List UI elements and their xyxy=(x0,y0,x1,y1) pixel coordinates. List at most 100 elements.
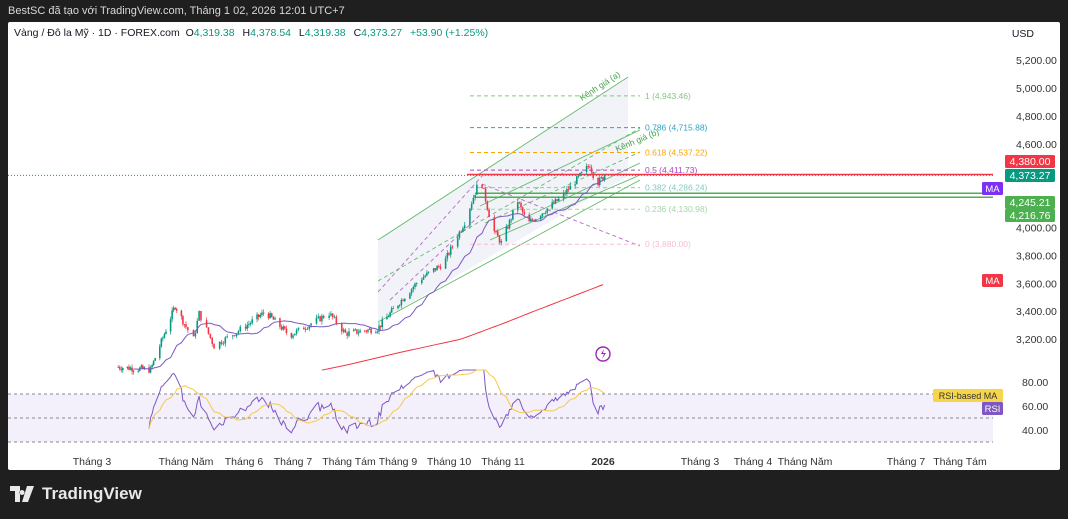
candle-body xyxy=(602,177,604,180)
candle-down xyxy=(340,322,343,335)
candle-body xyxy=(154,358,156,361)
candle-down xyxy=(270,312,273,318)
candle-down xyxy=(483,187,485,189)
candle-body xyxy=(122,368,124,371)
rsi-tick-label: 60.00 xyxy=(1022,401,1048,413)
candle-down xyxy=(207,327,210,335)
candle-body xyxy=(231,335,234,337)
candle-body xyxy=(165,331,167,335)
candle-down xyxy=(303,326,305,330)
candle-up xyxy=(544,210,547,215)
candle-up xyxy=(160,337,163,348)
candle-body xyxy=(117,367,119,368)
candle-body xyxy=(512,210,514,220)
candle-up xyxy=(516,199,519,214)
candle-up xyxy=(333,314,336,319)
candle-down xyxy=(213,343,215,349)
candle-body xyxy=(368,328,371,330)
candle-body xyxy=(603,175,606,180)
candle-body xyxy=(523,212,526,215)
candle-body xyxy=(448,252,450,255)
candle-up xyxy=(575,175,578,185)
candle-body xyxy=(294,333,296,336)
candle-down xyxy=(520,201,522,211)
candle-up xyxy=(510,218,512,224)
fib-level-label: 0.786 (4,715.88) xyxy=(645,123,708,133)
candle-up xyxy=(424,274,426,278)
candle-up xyxy=(436,264,438,271)
candle-down xyxy=(128,364,130,371)
candle-body xyxy=(496,231,499,237)
candle-body xyxy=(257,314,260,318)
candle-body xyxy=(224,337,227,344)
candle-up xyxy=(585,163,588,175)
candle-body xyxy=(319,316,321,322)
chart-caption-bar: BestSC đã tạo với TradingView.com, Tháng… xyxy=(0,0,1068,22)
candle-body xyxy=(530,219,532,222)
chart-area[interactable]: 5,200.00 5,000.00 4,800.00 4,600.00 4,000.00… xyxy=(8,22,1060,470)
candle-down xyxy=(451,245,454,250)
candle-down xyxy=(402,298,404,302)
currency-label[interactable]: USD xyxy=(1011,28,1034,40)
candle-up xyxy=(415,282,418,287)
candle-body xyxy=(438,266,440,267)
candle-up xyxy=(137,369,140,373)
candle-up xyxy=(171,307,173,323)
candle-up xyxy=(546,208,549,215)
candle-up xyxy=(566,185,568,197)
candle-body xyxy=(226,336,228,338)
symbol-name: Vàng / Đô la Mỹ · 1D · FOREX.com xyxy=(14,27,180,39)
rsi-ma-tag-bg xyxy=(933,389,1003,402)
candle-down xyxy=(518,201,521,205)
candle-body xyxy=(476,184,478,195)
candle-body xyxy=(569,185,572,190)
candle-body xyxy=(498,236,501,243)
candle-body xyxy=(410,289,413,294)
candle-up xyxy=(530,215,532,222)
candle-body xyxy=(556,199,558,201)
candle-down xyxy=(185,321,187,330)
candle-body xyxy=(597,177,599,186)
candle-body xyxy=(510,219,512,221)
candle-down xyxy=(279,317,281,330)
candle-down xyxy=(496,228,499,237)
fib-level-label: 0 (3,880.00) xyxy=(645,239,691,249)
candle-up xyxy=(404,298,406,303)
candle-down xyxy=(590,164,593,175)
candle-up xyxy=(422,274,425,281)
candle-up xyxy=(472,194,475,205)
candle-down xyxy=(493,214,496,234)
candle-up xyxy=(600,175,603,179)
candle-body xyxy=(472,197,475,204)
candle-body xyxy=(567,189,570,190)
candle-body xyxy=(575,176,578,185)
candle-body xyxy=(518,202,521,204)
candle-up xyxy=(577,174,580,179)
candle-body xyxy=(143,367,146,369)
candle-up xyxy=(421,277,423,285)
candle-up xyxy=(557,196,560,202)
candle-up xyxy=(414,282,416,290)
candle-up xyxy=(165,328,167,335)
candle-body xyxy=(439,266,442,269)
candle-up xyxy=(196,317,199,334)
candle-body xyxy=(308,325,311,329)
fib-trend-line xyxy=(481,183,641,247)
candle-body xyxy=(390,308,393,313)
candle-body xyxy=(239,326,242,332)
candle-down xyxy=(319,315,321,322)
candle-body xyxy=(500,241,503,243)
candle-up xyxy=(500,239,503,246)
candle-body xyxy=(553,202,555,204)
candle-down xyxy=(262,309,265,316)
candle-down xyxy=(597,176,599,187)
candle-down xyxy=(439,263,442,271)
candle-up xyxy=(397,305,399,310)
price-label-4245-bg xyxy=(1005,196,1055,209)
candle-body xyxy=(194,332,197,337)
candle-body xyxy=(280,326,283,330)
candle-body xyxy=(290,333,293,338)
low-value: 4,319.38 xyxy=(304,27,346,39)
price-chart-svg[interactable]: 5,200.00 5,000.00 4,800.00 4,600.00 4,000.00… xyxy=(8,22,1060,470)
candle-body xyxy=(152,360,155,366)
